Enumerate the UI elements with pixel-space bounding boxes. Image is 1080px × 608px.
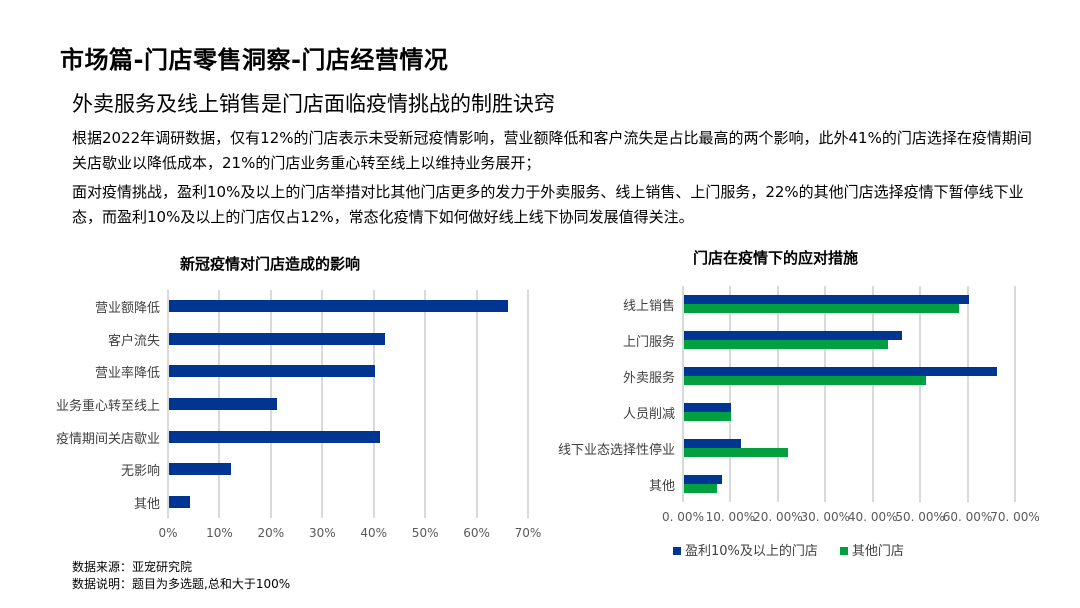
bar: [169, 430, 380, 443]
x-tick-label: 70%: [514, 526, 542, 540]
bar: [684, 484, 718, 493]
x-tick-label: 50%: [411, 526, 439, 540]
gridline: [372, 290, 375, 518]
bar: [169, 398, 277, 410]
category-label: 外卖服务: [622, 371, 675, 386]
category-label: 线下业态选择性停业: [557, 443, 675, 458]
x-tick-label: 60%: [463, 526, 490, 540]
category-label: 营业额降低: [94, 301, 160, 317]
category-label: 线上销售: [622, 299, 675, 314]
gridline: [966, 286, 969, 502]
x-tick-label: 20. 00%: [753, 510, 803, 524]
chart1-title: 新冠疫情对门店造成的影响: [180, 255, 361, 273]
paragraph-2: 面对疫情挑战，盈利10%及以上的门店举措对比其他门店更多的发力于外卖服务、线上销…: [72, 183, 1024, 226]
gridline: [824, 286, 827, 502]
bar: [169, 463, 231, 476]
bar: [684, 367, 998, 376]
x-tick-label: 10. 00%: [705, 510, 756, 524]
gridline: [682, 286, 684, 502]
page-subtitle: 外卖服务及线上销售是门店面临疫情挑战的制胜诀窍: [72, 92, 555, 116]
bar: [684, 439, 741, 448]
chart2-legend: 盈利10%及以上的门店 其他门店: [673, 540, 904, 559]
legend-label: 盈利10%及以上的门店: [685, 544, 818, 559]
gridline: [527, 290, 529, 518]
gridline: [919, 286, 922, 502]
data-source-note: 数据来源：亚宠研究院: [72, 560, 193, 574]
bar: [169, 332, 385, 345]
bar: [684, 475, 722, 484]
legend-item-other: 其他门店: [839, 540, 904, 559]
page-title: 市场篇-门店零售洞察-门店经营情况: [60, 46, 449, 74]
x-tick-label: 40%: [360, 526, 388, 540]
gridline: [1014, 286, 1016, 502]
bar: [684, 403, 732, 412]
gridline: [167, 290, 169, 518]
x-tick-label: 0. 00%: [662, 510, 704, 524]
category-label: 其他: [648, 479, 675, 494]
category-label: 营业率降低: [94, 366, 160, 382]
bar: [684, 331, 903, 340]
gridline: [729, 286, 732, 502]
x-tick-label: 30%: [308, 526, 336, 540]
gridline: [424, 290, 427, 518]
gridline: [475, 290, 478, 518]
x-tick-label: 20%: [257, 526, 285, 540]
legend-swatch-icon: [673, 547, 681, 555]
legend-item-profit: 盈利10%及以上的门店: [673, 540, 818, 559]
bar: [684, 295, 969, 304]
x-tick-label: 60. 00%: [942, 510, 993, 524]
bar: [684, 448, 789, 457]
category-label: 其他: [133, 496, 160, 512]
gridline: [321, 290, 324, 518]
gridline: [776, 286, 779, 502]
x-tick-label: 70. 00%: [990, 510, 1040, 524]
category-label: 无影响: [120, 464, 160, 480]
category-label: 人员削减: [622, 407, 675, 422]
category-label: 业务重心转至线上: [55, 399, 160, 414]
gridline: [871, 286, 874, 502]
x-tick-label: 50. 00%: [895, 510, 945, 524]
data-description-note: 数据说明：题目为多选题,总和大于100%: [72, 577, 291, 591]
bar: [684, 304, 960, 313]
x-tick-label: 0%: [158, 526, 178, 540]
category-label: 疫情期间关店歇业: [55, 431, 160, 447]
x-tick-label: 40. 00%: [847, 510, 898, 524]
bar: [169, 495, 190, 508]
x-tick-label: 10%: [206, 526, 233, 540]
category-label: 客户流失: [107, 333, 160, 349]
legend-swatch-icon: [839, 547, 848, 555]
bar: [684, 340, 888, 349]
bar: [169, 365, 375, 378]
bar: [684, 412, 732, 421]
category-label: 上门服务: [622, 335, 675, 350]
bar: [169, 300, 509, 313]
x-tick-label: 30. 00%: [800, 510, 851, 524]
legend-label: 其他门店: [851, 544, 904, 559]
bar: [684, 376, 926, 385]
chart2-title: 门店在疫情下的应对措施: [693, 249, 859, 267]
paragraph-1: 根据2022年调研数据，仅有12%的门店表示未受新冠疫情影响，营业额降低和客户流…: [72, 129, 1032, 172]
